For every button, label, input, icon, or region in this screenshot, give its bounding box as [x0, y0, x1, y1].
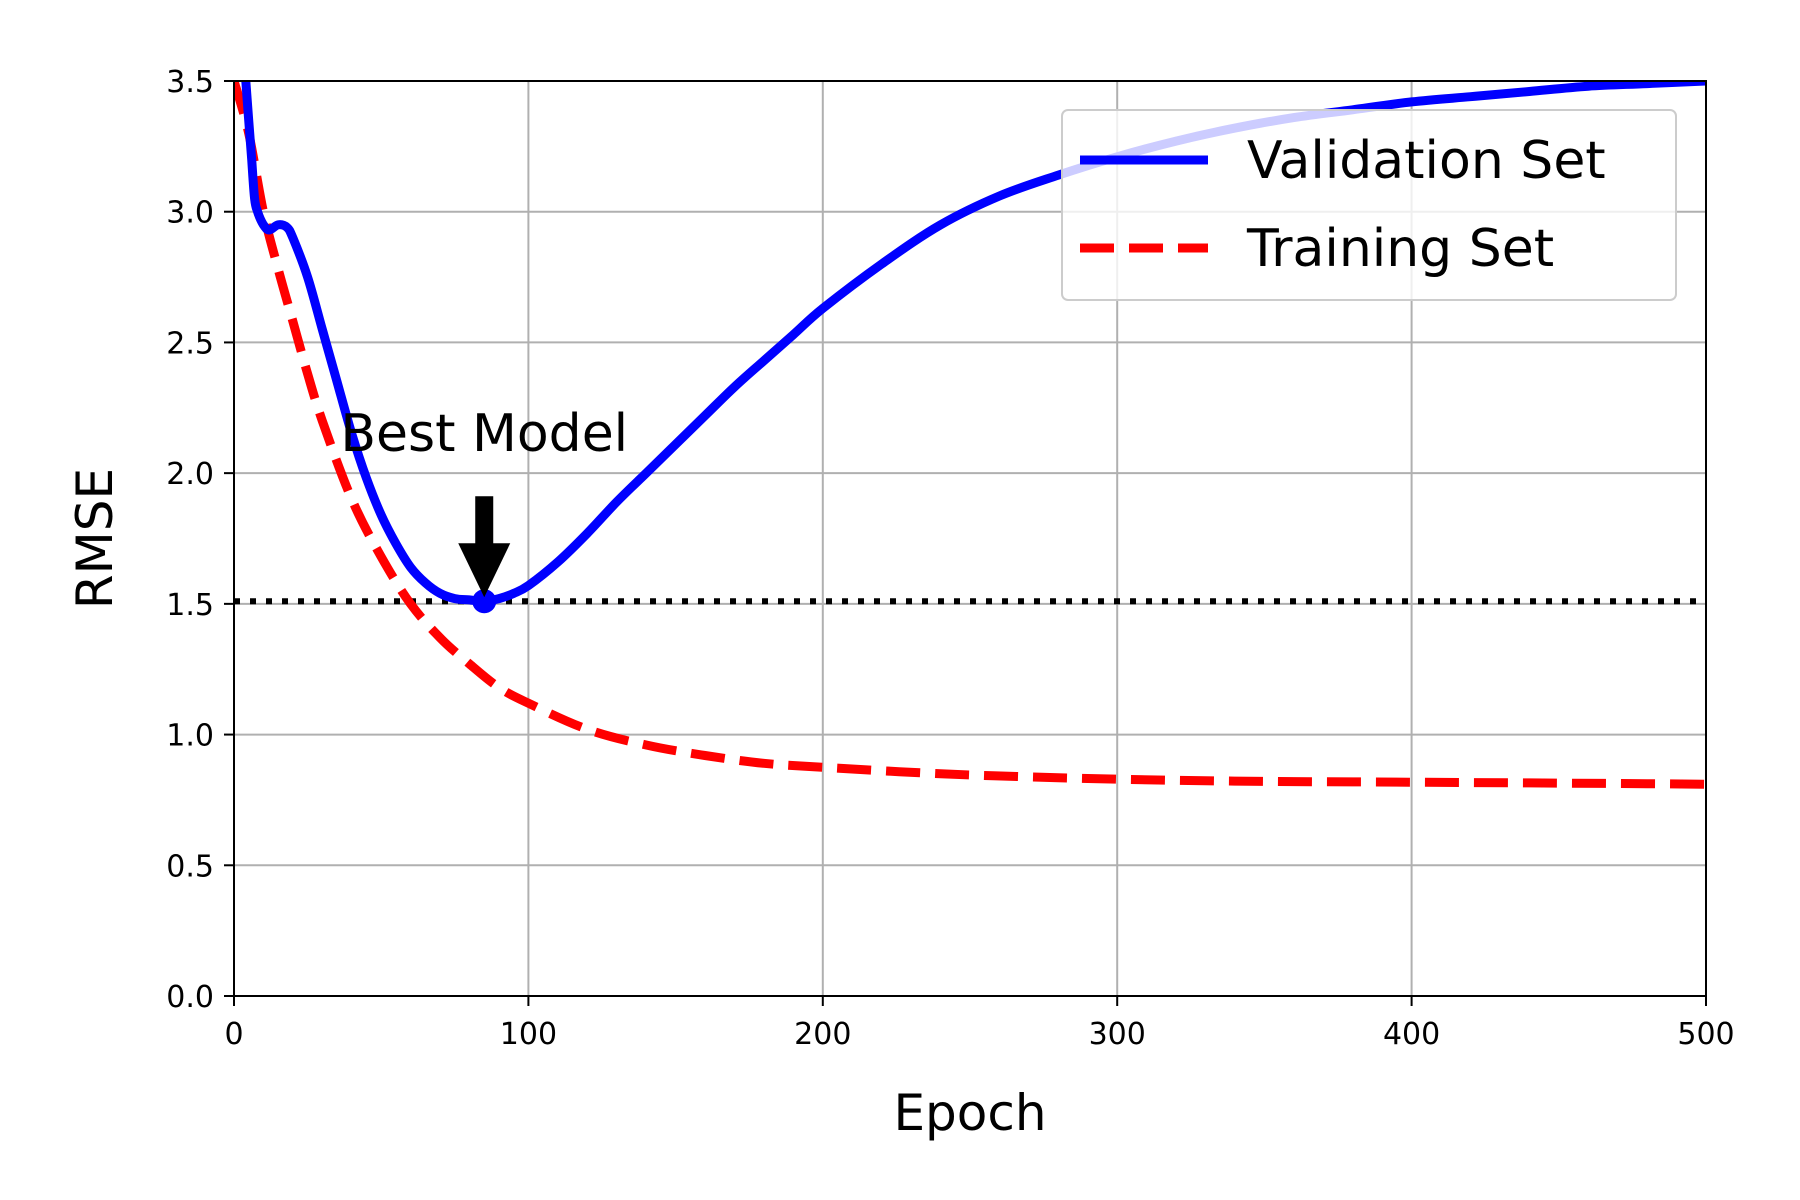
y-tick-label: 1.5 — [166, 588, 214, 623]
y-tick-label: 1.0 — [166, 719, 214, 754]
x-tick-label: 200 — [794, 1017, 851, 1052]
y-tick-label: 0.0 — [166, 980, 214, 1015]
plot-frame — [233, 80, 1707, 997]
x-tick-label: 300 — [1089, 1017, 1146, 1052]
y-tick-label: 2.5 — [166, 326, 214, 361]
x-tick-label: 0 — [224, 1017, 243, 1052]
x-tick-label: 500 — [1677, 1017, 1734, 1052]
ticks: 0 100 200 300 400 500 0.0 0.5 1.0 1.5 2.0 2.5 3.0 3.5 — [166, 65, 1734, 1052]
best-model-point — [472, 589, 497, 614]
legend: Validation Set Training Set — [1061, 109, 1677, 301]
y-tick-label: 0.5 — [166, 849, 214, 884]
best-model-annotation: Best Model — [340, 404, 628, 464]
x-tick-label: 100 — [500, 1017, 557, 1052]
y-tick-label: 3.5 — [166, 65, 214, 100]
training-set-line — [234, 81, 1706, 789]
y-axis-label: RMSE — [66, 468, 124, 609]
legend-box — [1061, 109, 1677, 301]
legend-label: Validation Set — [1247, 131, 1606, 191]
x-tick-label: 400 — [1383, 1017, 1440, 1052]
y-tick-label: 2.0 — [166, 457, 214, 492]
annotation-arrow-head — [458, 543, 511, 598]
annotation-layer: Best Model — [340, 404, 628, 614]
legend-label: Training Set — [1246, 219, 1554, 279]
y-tick-label: 3.0 — [166, 196, 214, 231]
x-axis-label: Epoch — [893, 1084, 1046, 1142]
annotation-arrow-shaft — [475, 496, 494, 546]
